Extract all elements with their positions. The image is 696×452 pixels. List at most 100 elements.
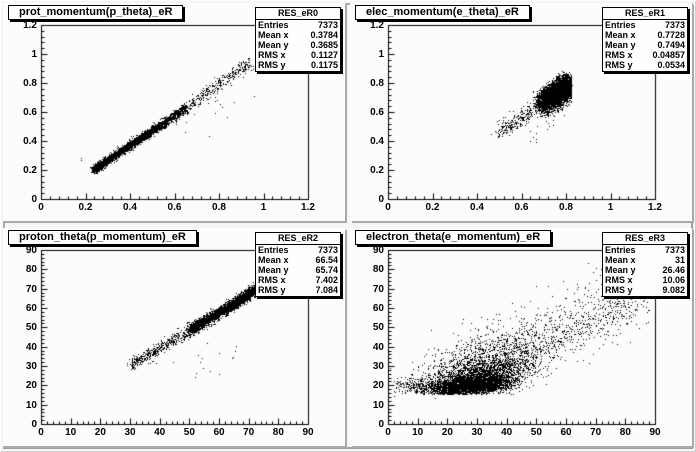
stats-row: Mean x 0.3784 <box>256 31 340 40</box>
pad-elec-momentum: elec_momentum(e_theta)_eR RES_eR1 Entrie… <box>350 3 692 221</box>
stats-row: RMS x 0.1127 <box>256 51 340 60</box>
y-tick-label: 90 <box>372 245 384 256</box>
y-tick-label: 0 <box>31 194 37 205</box>
stat-label: Mean y <box>258 40 289 50</box>
stats-row: Entries 7373 <box>256 21 340 30</box>
x-tick-label: 60 <box>213 427 225 438</box>
y-tick-label: 1 <box>31 49 37 60</box>
y-tick-label: 0 <box>378 194 384 205</box>
x-tick-label: 60 <box>560 427 572 438</box>
y-tick-label: 0.2 <box>23 165 37 176</box>
histogram-title: elec_momentum(e_theta)_eR <box>366 6 519 18</box>
stats-title: RES_eR2 <box>256 233 340 245</box>
y-tick-label: 1 <box>378 49 384 60</box>
stat-label: Entries <box>605 20 636 30</box>
stats-row: Mean x 0.7728 <box>603 31 687 40</box>
stat-value: 7.084 <box>315 285 338 295</box>
y-tick-label: 20 <box>372 380 384 392</box>
histogram-title-box[interactable]: elec_momentum(e_theta)_eR <box>355 5 530 20</box>
stats-row: RMS y 9.082 <box>603 286 687 295</box>
x-tick-label: 0 <box>38 202 44 213</box>
y-tick-label: 0.6 <box>370 107 384 118</box>
stats-row: Mean y 0.7494 <box>603 41 687 50</box>
stat-value: 7373 <box>664 245 685 255</box>
stats-row: Mean x 31 <box>603 256 687 265</box>
x-tick-label: 80 <box>272 427 284 438</box>
stat-value: 0.1175 <box>310 60 338 70</box>
stat-value: 0.7728 <box>657 30 685 40</box>
stats-row: RMS x 10.06 <box>603 276 687 285</box>
y-tick-label: 70 <box>372 283 384 295</box>
histogram-title-box[interactable]: proton_theta(p_momentum)_eR <box>8 230 197 245</box>
stats-title: RES_eR3 <box>603 233 687 245</box>
stats-box[interactable]: RES_eR3 Entries 7373 Mean x 31 Mean y 26.46… <box>602 232 688 297</box>
stat-label: RMS x <box>258 275 286 285</box>
stat-value: 66.54 <box>315 255 338 265</box>
stats-row: Mean y 26.46 <box>603 266 687 275</box>
x-tick-label: 30 <box>471 427 483 438</box>
x-tick-label: 1.2 <box>301 202 315 213</box>
histogram-title-box[interactable]: prot_momentum(p_theta)_eR <box>8 5 184 20</box>
y-tick-label: 60 <box>25 303 37 314</box>
stat-label: Mean x <box>605 255 636 265</box>
y-tick-label: 50 <box>25 322 37 334</box>
x-tick-label: 90 <box>302 427 314 438</box>
stat-label: RMS y <box>605 60 633 70</box>
stats-row: RMS y 0.1175 <box>256 61 340 70</box>
y-tick-label: 70 <box>25 283 37 295</box>
y-tick-label: 0.2 <box>370 165 384 176</box>
y-tick-label: 30 <box>372 361 384 372</box>
stats-box[interactable]: RES_eR1 Entries 7373 Mean x 0.7728 Mean y 0… <box>602 7 688 72</box>
x-tick-label: 50 <box>183 427 195 438</box>
y-tick-label: 0.4 <box>370 136 384 147</box>
stats-box[interactable]: RES_eR2 Entries 7373 Mean x 66.54 Mean y 65… <box>255 232 341 297</box>
stat-value: 10.06 <box>662 275 685 285</box>
x-tick-label: 1 <box>260 202 267 213</box>
x-tick-label: 90 <box>649 427 661 438</box>
stats-box[interactable]: RES_eR0 Entries 7373 Mean x 0.3784 Mean y 0… <box>255 7 341 72</box>
stats-row: RMS y 0.0534 <box>603 61 687 70</box>
x-tick-label: 0 <box>385 202 391 213</box>
y-tick-label: 0.4 <box>23 136 37 147</box>
pad-electron-theta: electron_theta(e_momentum)_eR RES_eR3 En… <box>350 228 692 446</box>
y-tick-label: 30 <box>25 361 37 372</box>
y-tick-label: 40 <box>25 341 37 353</box>
stats-row: RMS x 0.04857 <box>603 51 687 60</box>
stat-value: 7373 <box>317 20 338 30</box>
stat-label: RMS x <box>605 275 633 285</box>
y-tick-label: 10 <box>25 399 37 411</box>
x-tick-label: 80 <box>619 427 631 438</box>
stat-label: Mean y <box>258 265 289 275</box>
stats-row: Mean y 65.74 <box>256 266 340 275</box>
stats-row: Entries 7373 <box>603 21 687 30</box>
stats-row: RMS y 7.084 <box>256 286 340 295</box>
stat-label: RMS y <box>258 285 286 295</box>
stat-value: 9.082 <box>662 285 685 295</box>
y-tick-label: 60 <box>372 303 384 314</box>
y-tick-label: 1.2 <box>23 20 37 31</box>
x-tick-label: 40 <box>501 427 513 438</box>
histogram-title: proton_theta(p_momentum)_eR <box>19 231 186 243</box>
histogram-title-box[interactable]: electron_theta(e_momentum)_eR <box>355 230 552 245</box>
stat-value: 7.402 <box>315 275 338 285</box>
x-tick-label: 10 <box>412 427 424 438</box>
stat-label: Entries <box>258 20 289 30</box>
histogram-title: electron_theta(e_momentum)_eR <box>366 231 541 243</box>
stat-value: 0.04857 <box>652 50 685 60</box>
stat-value: 0.3784 <box>310 30 338 40</box>
pad-prot-momentum: prot_momentum(p_theta)_eR RES_eR0 Entrie… <box>3 3 345 221</box>
stat-value: 0.3685 <box>310 40 338 50</box>
y-tick-label: 10 <box>372 399 384 411</box>
y-tick-label: 20 <box>25 380 37 392</box>
x-tick-label: 0.8 <box>212 202 226 213</box>
y-tick-label: 40 <box>372 341 384 353</box>
y-tick-label: 0 <box>378 419 384 430</box>
x-tick-label: 1 <box>607 202 614 213</box>
x-tick-label: 0.4 <box>470 202 484 213</box>
stats-row: Entries 7373 <box>603 246 687 255</box>
stat-value: 7373 <box>664 20 685 30</box>
stat-label: RMS x <box>605 50 633 60</box>
x-tick-label: 0 <box>385 427 391 438</box>
x-tick-label: 0.6 <box>167 202 182 213</box>
